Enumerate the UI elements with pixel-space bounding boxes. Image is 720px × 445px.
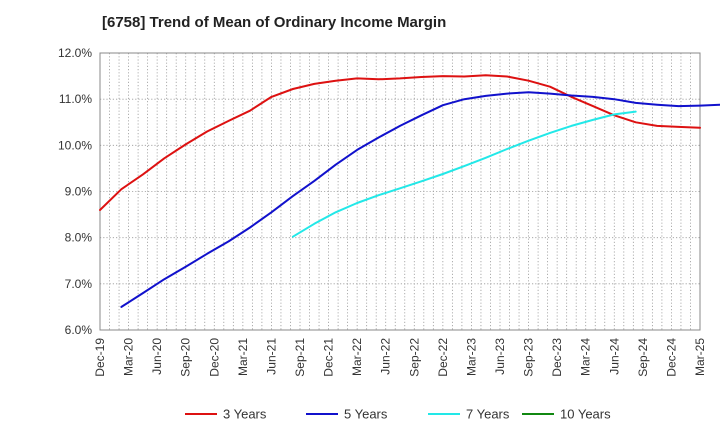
- x-tick-label: Mar-20: [122, 338, 136, 376]
- x-tick-label: Dec-20: [207, 338, 221, 377]
- y-tick-label: 7.0%: [65, 277, 93, 291]
- series-lines: [99, 74, 720, 308]
- x-tick-label: Jun-20: [150, 338, 164, 375]
- legend-label: 10 Years: [560, 407, 611, 422]
- x-tick-label: Jun-23: [493, 338, 507, 375]
- y-tick-label: 9.0%: [65, 185, 93, 199]
- x-tick-label: Sep-22: [407, 338, 421, 377]
- x-tick-label: Jun-21: [264, 338, 278, 375]
- x-tick-label: Mar-23: [464, 338, 478, 376]
- x-tick-label: Dec-24: [664, 338, 678, 377]
- x-tick-label: Dec-19: [93, 338, 107, 377]
- x-tick-label: Mar-22: [350, 338, 364, 376]
- x-tick-label: Jun-22: [379, 338, 393, 375]
- x-tick-label: Sep-23: [522, 338, 536, 377]
- legend-label: 3 Years: [223, 407, 267, 422]
- x-tick-label: Jun-24: [607, 338, 621, 375]
- legend-label: 5 Years: [344, 407, 388, 422]
- x-tick-label: Sep-20: [179, 338, 193, 377]
- x-tick-label: Sep-24: [636, 338, 650, 377]
- series-line-3-years: [99, 74, 701, 211]
- series-line-5-years: [120, 91, 720, 308]
- x-tick-label: Dec-21: [322, 338, 336, 377]
- legend: 3 Years 5 Years 7 Years 10 Years: [185, 407, 611, 422]
- x-tick-label: Mar-24: [579, 338, 593, 376]
- legend-label: 7 Years: [466, 407, 510, 422]
- y-tick-label: 11.0%: [59, 92, 92, 106]
- axes: 6.0% 7.0% 8.0% 9.0% 10.0% 11.0% 12.0% Dec-19 Mar…: [58, 46, 707, 377]
- y-tick-label: 12.0%: [58, 46, 92, 60]
- series-line-7-years: [291, 110, 637, 238]
- x-tick-label: Dec-22: [436, 338, 450, 377]
- chart-title: [6758] Trend of Mean of Ordinary Income …: [102, 14, 447, 31]
- x-tick-label: Mar-21: [236, 338, 250, 376]
- y-tick-label: 6.0%: [65, 323, 93, 337]
- y-tick-label: 10.0%: [58, 138, 92, 152]
- x-tick-label: Mar-25: [693, 338, 707, 376]
- grid: [99, 52, 701, 331]
- x-tick-label: Dec-23: [550, 338, 564, 377]
- y-tick-label: 8.0%: [65, 231, 93, 245]
- plot-border: [99, 52, 701, 331]
- x-tick-label: Sep-21: [293, 338, 307, 377]
